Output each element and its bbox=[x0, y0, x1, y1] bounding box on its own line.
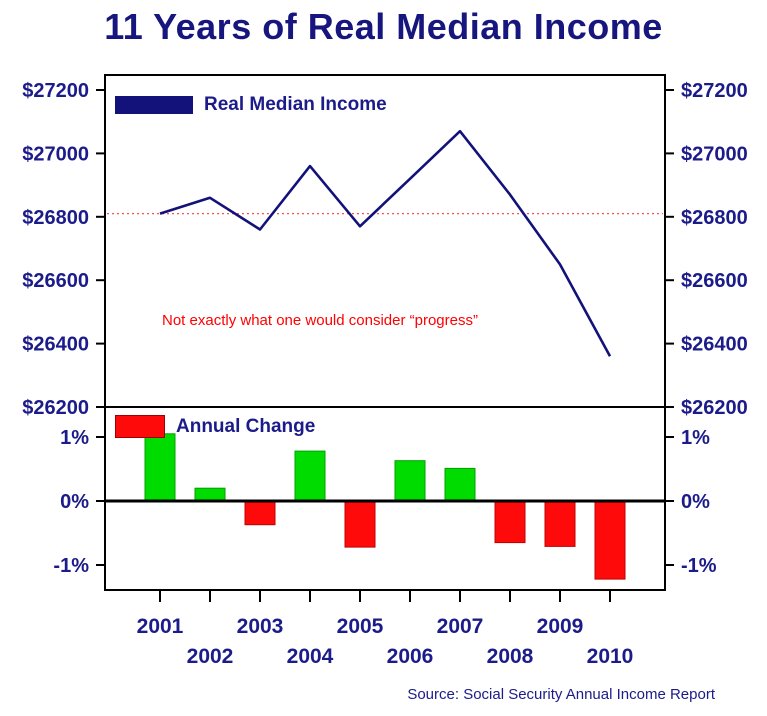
bar-2003 bbox=[244, 500, 276, 526]
bar-2006 bbox=[394, 460, 426, 502]
pct-label-right: -1% bbox=[681, 555, 717, 577]
pct-label-left: -1% bbox=[53, 555, 89, 577]
pct-label-right: 1% bbox=[681, 427, 710, 449]
legend-annual-change: Annual Change bbox=[115, 415, 315, 438]
y-label-right: $26800 bbox=[681, 207, 748, 229]
pct-label-left: 0% bbox=[60, 491, 89, 513]
x-label-2004: 2004 bbox=[287, 645, 334, 668]
y-label-left: $26200 bbox=[22, 397, 89, 419]
bar-2007 bbox=[444, 467, 476, 502]
x-label-2007: 2007 bbox=[437, 615, 484, 638]
y-label-left: $26800 bbox=[22, 207, 89, 229]
y-label-left: $26600 bbox=[22, 270, 89, 292]
legend-swatch-change bbox=[115, 415, 165, 438]
source-note: Source: Social Security Annual Income Re… bbox=[407, 686, 715, 703]
y-label-right: $26600 bbox=[681, 270, 748, 292]
legend-swatch-income bbox=[115, 96, 193, 114]
legend-real-median-income: Real Median Income bbox=[115, 94, 387, 116]
x-label-2001: 2001 bbox=[137, 615, 184, 638]
pct-label-right: 0% bbox=[681, 491, 710, 513]
top-panel-frame bbox=[104, 74, 666, 408]
x-label-2009: 2009 bbox=[537, 615, 584, 638]
bar-2009 bbox=[544, 500, 576, 547]
y-label-left: $26400 bbox=[22, 334, 89, 356]
y-label-right: $27000 bbox=[681, 143, 748, 165]
x-label-2008: 2008 bbox=[487, 645, 534, 668]
bar-2001 bbox=[144, 433, 176, 502]
x-label-2003: 2003 bbox=[237, 615, 284, 638]
x-label-2010: 2010 bbox=[587, 645, 634, 668]
y-label-left: $27200 bbox=[22, 80, 89, 102]
bottom-panel-frame bbox=[104, 406, 666, 591]
bar-2010 bbox=[594, 500, 626, 580]
x-label-2002: 2002 bbox=[187, 645, 234, 668]
pct-label-left: 1% bbox=[60, 427, 89, 449]
legend-label-income: Real Median Income bbox=[204, 94, 387, 115]
bar-2002 bbox=[194, 487, 226, 502]
x-label-2006: 2006 bbox=[387, 645, 434, 668]
bar-2008 bbox=[494, 500, 526, 544]
y-label-right: $26200 bbox=[681, 397, 748, 419]
annotation-text: Not exactly what one would consider “pro… bbox=[162, 312, 478, 329]
page-title: 11 Years of Real Median Income bbox=[104, 6, 663, 47]
x-label-2005: 2005 bbox=[337, 615, 384, 638]
bar-2005 bbox=[344, 500, 376, 548]
y-label-right: $26400 bbox=[681, 334, 748, 356]
legend-label-change: Annual Change bbox=[176, 415, 316, 437]
y-label-right: $27200 bbox=[681, 80, 748, 102]
y-label-left: $27000 bbox=[22, 143, 89, 165]
income-line bbox=[159, 129, 612, 357]
bar-2004 bbox=[294, 450, 326, 502]
